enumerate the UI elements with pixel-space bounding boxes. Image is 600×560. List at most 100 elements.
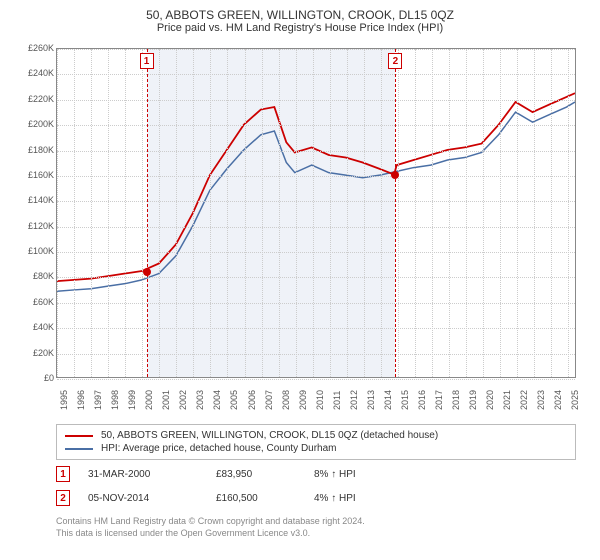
gridline-horizontal [57, 49, 575, 50]
gridline-horizontal [57, 227, 575, 228]
gridline-vertical [568, 49, 569, 377]
y-axis-label: £240K [12, 68, 54, 78]
gridline-vertical [125, 49, 126, 377]
gridline-horizontal [57, 100, 575, 101]
plot-region: 12 [56, 48, 576, 378]
y-axis-label: £80K [12, 271, 54, 281]
gridline-vertical [57, 49, 58, 377]
y-axis-label: £20K [12, 348, 54, 358]
legend-swatch [65, 435, 93, 437]
gridline-vertical [227, 49, 228, 377]
sale-row-flag: 1 [56, 466, 70, 482]
chart-title: 50, ABBOTS GREEN, WILLINGTON, CROOK, DL1… [12, 8, 588, 22]
sale-row-price: £160,500 [216, 493, 296, 504]
y-axis-label: £180K [12, 145, 54, 155]
x-axis-label: 1995 [59, 390, 69, 410]
gridline-vertical [517, 49, 518, 377]
x-axis-label: 1999 [127, 390, 137, 410]
x-axis-label: 2016 [417, 390, 427, 410]
gridline-horizontal [57, 125, 575, 126]
sale-row-diff: 4% ↑ HPI [314, 493, 356, 504]
sale-flag: 2 [388, 53, 402, 69]
legend-row: 50, ABBOTS GREEN, WILLINGTON, CROOK, DL1… [65, 429, 567, 442]
gridline-horizontal [57, 176, 575, 177]
x-axis-label: 2014 [383, 390, 393, 410]
x-axis-label: 1996 [76, 390, 86, 410]
legend-swatch [65, 448, 93, 450]
gridline-vertical [262, 49, 263, 377]
gridline-horizontal [57, 151, 575, 152]
gridline-vertical [398, 49, 399, 377]
sale-marker-line [395, 49, 396, 377]
gridline-vertical [313, 49, 314, 377]
gridline-horizontal [57, 354, 575, 355]
x-axis-label: 2000 [144, 390, 154, 410]
sale-row-date: 05-NOV-2014 [88, 493, 198, 504]
legend-label: HPI: Average price, detached house, Coun… [101, 443, 337, 454]
y-axis-label: £260K [12, 43, 54, 53]
sale-row: 205-NOV-2014£160,5004% ↑ HPI [56, 486, 576, 510]
y-axis-label: £0 [12, 373, 54, 383]
footer-line: Contains HM Land Registry data © Crown c… [56, 516, 588, 528]
sale-flag: 1 [140, 53, 154, 69]
gridline-vertical [193, 49, 194, 377]
gridline-vertical [279, 49, 280, 377]
gridline-horizontal [57, 277, 575, 278]
y-axis-label: £220K [12, 94, 54, 104]
gridline-vertical [159, 49, 160, 377]
gridline-vertical [142, 49, 143, 377]
y-axis-label: £100K [12, 246, 54, 256]
sale-dot [391, 171, 399, 179]
gridline-horizontal [57, 303, 575, 304]
gridline-horizontal [57, 74, 575, 75]
gridline-vertical [210, 49, 211, 377]
sale-dot [143, 268, 151, 276]
x-axis-label: 2002 [178, 390, 188, 410]
x-axis-label: 2009 [298, 390, 308, 410]
x-axis-label: 2006 [247, 390, 257, 410]
gridline-vertical [432, 49, 433, 377]
gridline-horizontal [57, 379, 575, 380]
gridline-vertical [551, 49, 552, 377]
y-axis-label: £140K [12, 195, 54, 205]
x-axis-label: 2010 [315, 390, 325, 410]
gridline-horizontal [57, 328, 575, 329]
x-axis-label: 2018 [451, 390, 461, 410]
gridline-vertical [176, 49, 177, 377]
x-axis-label: 2005 [229, 390, 239, 410]
x-axis-label: 2003 [195, 390, 205, 410]
gridline-vertical [381, 49, 382, 377]
sale-row-price: £83,950 [216, 469, 296, 480]
footer-attribution: Contains HM Land Registry data © Crown c… [56, 516, 588, 539]
footer-line: This data is licensed under the Open Gov… [56, 528, 588, 540]
gridline-horizontal [57, 201, 575, 202]
x-axis-label: 2011 [332, 391, 342, 410]
chart-subtitle: Price paid vs. HM Land Registry's House … [12, 22, 588, 34]
y-axis-label: £60K [12, 297, 54, 307]
x-axis-label: 2019 [468, 390, 478, 410]
gridline-vertical [108, 49, 109, 377]
x-axis-label: 2022 [519, 390, 529, 410]
sales-table: 131-MAR-2000£83,9508% ↑ HPI205-NOV-2014£… [56, 462, 576, 510]
gridline-vertical [91, 49, 92, 377]
gridline-vertical [330, 49, 331, 377]
y-axis-label: £200K [12, 119, 54, 129]
sale-row-diff: 8% ↑ HPI [314, 469, 356, 480]
chart-area: 12 £0£20K£40K£60K£80K£100K£120K£140K£160… [12, 40, 588, 420]
x-axis-label: 2001 [161, 390, 171, 410]
gridline-horizontal [57, 252, 575, 253]
y-axis-label: £120K [12, 221, 54, 231]
x-axis-label: 2023 [536, 390, 546, 410]
x-axis-label: 2012 [349, 390, 359, 410]
gridline-vertical [347, 49, 348, 377]
series_blue-line [57, 102, 575, 291]
gridline-vertical [74, 49, 75, 377]
x-axis-label: 1998 [110, 390, 120, 410]
y-axis-label: £40K [12, 322, 54, 332]
x-axis-label: 2020 [485, 390, 495, 410]
legend-label: 50, ABBOTS GREEN, WILLINGTON, CROOK, DL1… [101, 430, 438, 441]
x-axis-label: 2007 [264, 390, 274, 410]
gridline-vertical [534, 49, 535, 377]
sale-row-date: 31-MAR-2000 [88, 469, 198, 480]
gridline-vertical [245, 49, 246, 377]
